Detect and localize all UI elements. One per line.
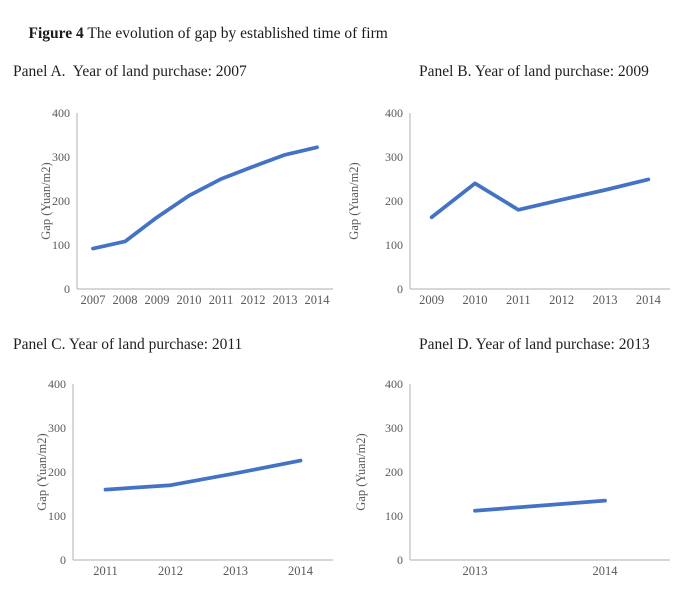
y-tick-label: 200: [52, 194, 70, 208]
panel-b-title: Panel B. Year of land purchase: 2009: [419, 63, 649, 80]
y-tick-label: 100: [52, 238, 70, 252]
y-tick-label: 0: [64, 282, 70, 296]
y-tick-label: 0: [397, 553, 403, 567]
panel-a-title: Panel A. Year of land purchase: 2007: [13, 63, 247, 80]
x-category-label: 2014: [593, 564, 619, 578]
x-category-label: 2014: [288, 564, 314, 578]
panel-a-chart: 0 100 200 300 400 2007 2008 2009 2010 2011 2012 201…: [39, 106, 333, 307]
y-tick-label: 200: [385, 194, 403, 208]
y-axis-title: Gap (Yuan/m2): [347, 162, 361, 239]
x-category-label: 2011: [93, 564, 118, 578]
figure-label: Figure 4: [28, 25, 84, 42]
data-series-line: [473, 498, 607, 513]
x-category-label: 2012: [158, 564, 183, 578]
figure-caption-text: The evolution of gap by established time…: [83, 25, 388, 42]
x-category-label: 2010: [177, 293, 202, 307]
y-axis-title: Gap (Yuan/m2): [39, 162, 53, 239]
x-category-label: 2011: [209, 293, 234, 307]
y-tick-label: 300: [385, 421, 403, 435]
data-series-line: [103, 458, 303, 492]
y-tick-label: 200: [48, 465, 66, 479]
y-tick-label: 0: [60, 553, 66, 567]
y-tick-label: 400: [385, 106, 403, 120]
y-tick-label: 400: [48, 377, 66, 391]
x-category-label: 2012: [241, 293, 266, 307]
panel-b-chart: 0 100 200 300 400 2009 2010 2011 2012 2013 2014 Gap…: [347, 106, 670, 307]
y-tick-label: 100: [385, 509, 403, 523]
x-category-label: 2008: [113, 293, 138, 307]
x-category-label: 2013: [223, 564, 248, 578]
x-category-label: 2011: [506, 293, 531, 307]
x-category-label: 2014: [305, 293, 331, 307]
y-tick-label: 400: [52, 106, 70, 120]
panel-d-title: Panel D. Year of land purchase: 2013: [419, 336, 650, 353]
x-category-label: 2013: [463, 564, 488, 578]
x-category-label: 2010: [463, 293, 488, 307]
data-series-line: [91, 145, 319, 251]
x-category-label: 2013: [593, 293, 618, 307]
y-tick-label: 400: [385, 377, 403, 391]
y-axis-title: Gap (Yuan/m2): [35, 433, 49, 510]
x-category-label: 2009: [419, 293, 444, 307]
x-category-label: 2014: [636, 293, 662, 307]
y-tick-label: 100: [48, 509, 66, 523]
y-tick-label: 0: [397, 282, 403, 296]
y-tick-label: 300: [52, 150, 70, 164]
panel-c-chart: 0 100 200 300 400 2011 2012 2013 2014 Gap (Yuan/m…: [35, 377, 333, 578]
x-category-label: 2007: [81, 293, 106, 307]
y-axis-title: Gap (Yuan/m2): [354, 433, 368, 510]
x-category-label: 2009: [145, 293, 170, 307]
y-tick-label: 200: [385, 465, 403, 479]
data-series-line: [429, 177, 651, 220]
y-tick-label: 300: [48, 421, 66, 435]
y-tick-label: 100: [385, 238, 403, 252]
panel-c-title: Panel C. Year of land purchase: 2011: [13, 336, 243, 353]
panel-d-chart: 0 100 200 300 400 2013 2014 Gap (Yuan/m2): [354, 377, 670, 578]
x-category-label: 2013: [273, 293, 298, 307]
figure-caption: Figure 4 The evolution of gap by establi…: [13, 7, 388, 61]
x-category-label: 2012: [549, 293, 574, 307]
y-tick-label: 300: [385, 150, 403, 164]
